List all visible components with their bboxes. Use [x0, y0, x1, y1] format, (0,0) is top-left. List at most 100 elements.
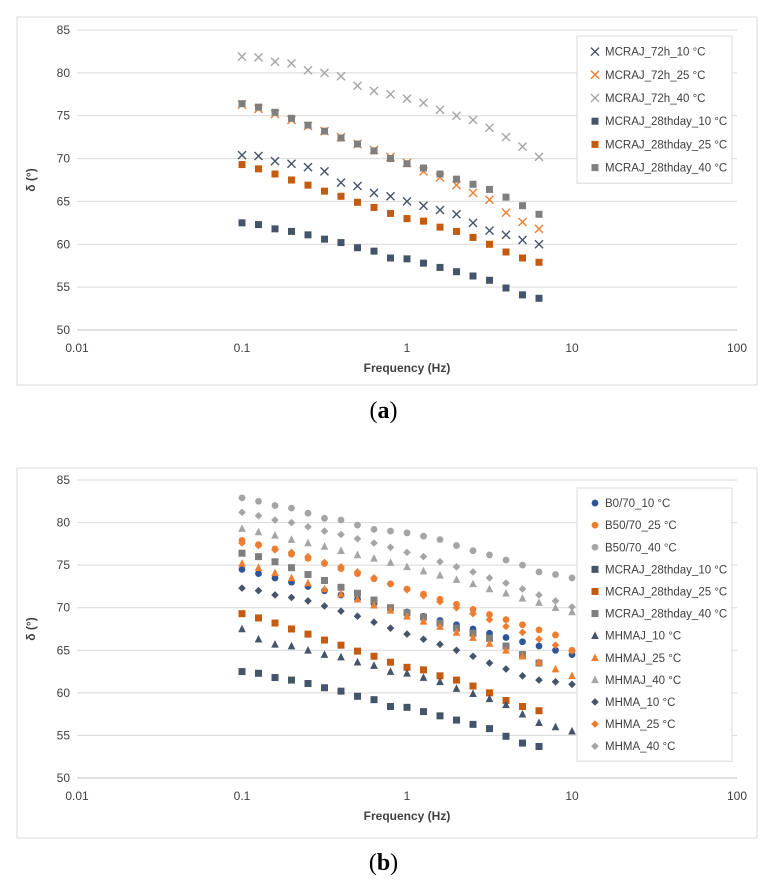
data-point	[402, 94, 412, 104]
data-point	[320, 187, 328, 195]
data-point	[568, 680, 576, 689]
legend-entry: MCRAJ_28thday_25 °C	[605, 586, 727, 598]
data-point	[436, 536, 444, 543]
caption-b: (b)	[368, 850, 399, 876]
data-point	[370, 247, 378, 255]
data-point	[386, 558, 395, 566]
legend-box	[576, 35, 733, 184]
data-point	[568, 671, 576, 680]
data-point	[287, 548, 296, 557]
data-point	[469, 720, 477, 728]
data-point	[453, 716, 461, 724]
data-point	[535, 657, 543, 666]
data-point	[534, 152, 544, 162]
data-point	[485, 226, 494, 236]
data-point	[419, 259, 427, 267]
legend-marker	[591, 587, 599, 595]
data-point	[402, 196, 412, 206]
data-point	[436, 672, 444, 680]
data-point	[486, 611, 493, 618]
data-point	[304, 645, 312, 654]
data-point	[435, 205, 445, 215]
data-point	[469, 579, 477, 588]
data-point	[469, 689, 477, 698]
data-point	[304, 523, 312, 531]
data-point	[304, 509, 312, 517]
data-point	[535, 210, 543, 218]
data-point	[502, 622, 510, 631]
data-point	[486, 185, 494, 193]
x-tick-label: 0.1	[234, 789, 251, 803]
data-point	[353, 657, 362, 666]
data-point	[468, 188, 478, 198]
data-point	[238, 549, 246, 557]
data-point	[354, 692, 362, 700]
data-point	[320, 684, 328, 692]
data-point	[485, 584, 494, 593]
data-point	[287, 227, 295, 235]
series-mhmaj-25-c	[238, 559, 576, 680]
data-point	[238, 219, 246, 227]
series-mcraj-72h-10-c	[237, 150, 544, 249]
legend-marker	[591, 117, 599, 125]
data-point	[287, 573, 296, 582]
data-point	[436, 223, 444, 231]
data-point	[519, 638, 526, 646]
data-point	[255, 614, 263, 622]
caption-a: (a)	[369, 398, 398, 424]
data-point	[254, 52, 263, 62]
data-point	[287, 518, 296, 527]
series-mcraj-28thday-40-c	[238, 100, 543, 218]
data-point	[254, 151, 263, 161]
data-point	[519, 702, 527, 710]
y-tick-label: 70	[57, 152, 71, 166]
data-point	[519, 739, 527, 747]
data-point	[535, 294, 543, 302]
y-tick-label: 50	[57, 323, 71, 337]
data-point	[354, 244, 362, 252]
data-point	[486, 725, 494, 733]
data-point	[568, 726, 576, 735]
data-point	[386, 254, 394, 262]
legend-entry: MCRAJ_28thday_25 °C	[605, 139, 727, 151]
data-point	[386, 89, 395, 99]
data-point	[386, 543, 395, 552]
data-point	[568, 647, 576, 655]
data-point	[287, 593, 296, 602]
chart-panel-a: 50 55 60 65 70 75 80 85 0.01 0.1 1 10 100 Frequency (…	[0, 0, 767, 440]
data-point	[452, 575, 461, 583]
data-point	[419, 98, 428, 108]
data-point	[403, 529, 411, 537]
series-mcraj-28thday-25-c	[238, 610, 543, 715]
data-point	[386, 605, 395, 614]
data-point	[518, 594, 527, 602]
data-point	[535, 635, 543, 644]
data-point	[238, 566, 246, 573]
data-point	[436, 677, 444, 686]
data-point	[271, 170, 279, 178]
data-point	[255, 669, 263, 677]
data-point	[403, 586, 411, 594]
data-point	[403, 160, 411, 168]
data-point	[271, 558, 279, 566]
data-point	[370, 661, 378, 669]
data-point	[568, 574, 576, 582]
data-point	[304, 552, 312, 561]
data-point	[535, 591, 543, 599]
data-point	[535, 626, 543, 634]
data-point	[320, 235, 328, 243]
data-point	[354, 647, 362, 655]
legend-marker	[591, 653, 599, 662]
data-point	[320, 527, 329, 535]
legend-entry: B50/70_25 °C	[605, 520, 677, 532]
data-point	[552, 571, 559, 578]
legend-marker	[591, 164, 599, 172]
data-point	[304, 538, 312, 547]
data-point	[369, 188, 379, 198]
data-point	[436, 170, 444, 178]
data-point	[271, 108, 279, 116]
data-point	[286, 159, 296, 169]
x-axis-label: Frequency (Hz)	[364, 361, 451, 375]
legend-entry: MHMA_25 °C	[605, 719, 675, 731]
chart-a: 50 55 60 65 70 75 80 85 0.01 0.1 1 10 100 Frequency (…	[16, 16, 758, 386]
